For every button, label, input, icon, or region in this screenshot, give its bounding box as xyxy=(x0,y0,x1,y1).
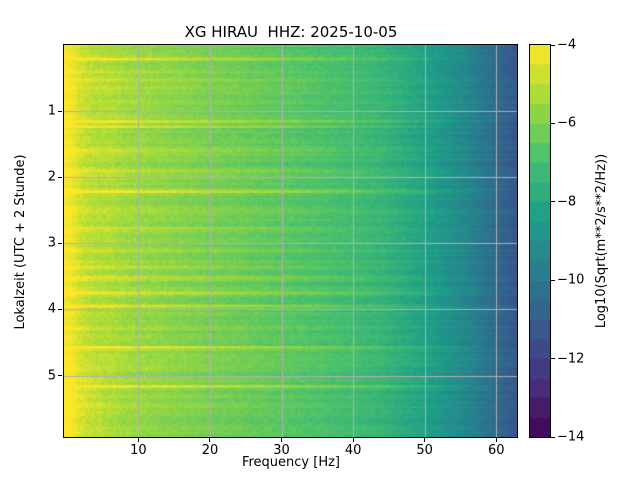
colorbar-tick-mark xyxy=(551,436,555,438)
x-tick-mark xyxy=(137,438,139,442)
y-tick-mark xyxy=(58,176,62,178)
y-tick-label: 3 xyxy=(47,235,56,251)
colorbar-tick-mark xyxy=(551,279,555,281)
colorbar-tick-mark xyxy=(551,44,555,46)
y-tick-label: 1 xyxy=(47,103,56,119)
colorbar-tick-mark xyxy=(551,122,555,124)
colorbar-tick-mark xyxy=(551,201,555,203)
chart-title: XG HIRAU HHZ: 2025-10-05 xyxy=(184,23,398,41)
y-tick-mark xyxy=(58,375,62,377)
y-tick-label: 4 xyxy=(47,301,56,317)
colorbar-tick-mark xyxy=(551,358,555,360)
colorbar-tick-label: −14 xyxy=(557,429,585,445)
y-tick-mark xyxy=(58,242,62,244)
x-tick-mark xyxy=(495,438,497,442)
colorbar-tick-label: −12 xyxy=(557,351,585,367)
spectrogram-heatmap xyxy=(64,45,517,437)
y-tick-mark xyxy=(58,308,62,310)
colorbar-tick-label: −10 xyxy=(557,272,585,288)
x-tick-mark xyxy=(352,438,354,442)
x-tick-label: 40 xyxy=(344,443,362,458)
y-tick-label: 2 xyxy=(47,169,56,185)
x-tick-label: 60 xyxy=(487,443,505,458)
x-tick-mark xyxy=(209,438,211,442)
y-tick-label: 5 xyxy=(47,368,56,384)
colorbar-tick-label: −8 xyxy=(557,194,577,210)
colorbar-gradient xyxy=(530,45,550,437)
colorbar-tick-label: −6 xyxy=(557,115,577,131)
x-axis-label: Frequency [Hz] xyxy=(241,455,341,470)
x-tick-label: 20 xyxy=(201,443,219,458)
colorbar-tick-label: −4 xyxy=(557,37,577,53)
x-tick-label: 10 xyxy=(130,443,147,458)
y-tick-mark xyxy=(58,110,62,112)
x-tick-mark xyxy=(281,438,283,442)
colorbar-label: Log10(Sqrt(m**2/s**2/Hz)) xyxy=(594,153,609,329)
x-tick-label: 30 xyxy=(273,443,290,458)
x-tick-mark xyxy=(424,438,426,442)
x-tick-label: 50 xyxy=(416,443,433,458)
plot-area xyxy=(63,44,518,438)
colorbar xyxy=(529,44,551,438)
